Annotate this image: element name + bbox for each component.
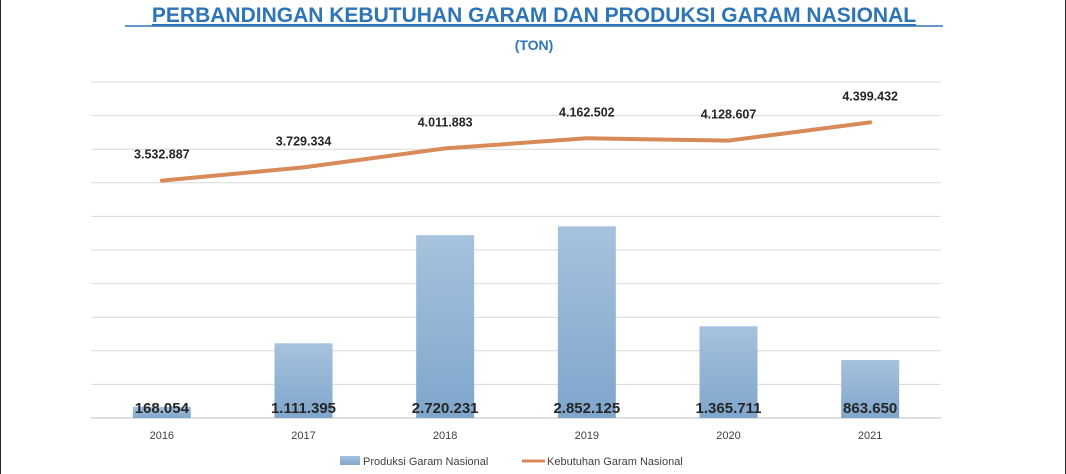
- x-tick-label: 2016: [150, 430, 174, 442]
- bar-2021: [841, 359, 900, 418]
- bar-2017: [274, 343, 333, 418]
- x-tick-label: 2021: [858, 430, 882, 442]
- line-kebutuhan: [159, 120, 873, 183]
- x-tick-label: 2019: [575, 430, 599, 442]
- legend-label-produksi: Produksi Garam Nasional: [363, 456, 488, 468]
- bar-data-label: 1.365.711: [696, 400, 762, 417]
- x-tick-label: 2018: [433, 430, 457, 442]
- bar-data-label: 863.650: [843, 400, 897, 417]
- bar-data-label: 168.054: [135, 400, 190, 417]
- line-data-label: 3.729.334: [276, 134, 332, 148]
- legend: Produksi Garam Nasional Kebutuhan Garam …: [340, 456, 683, 468]
- gridlines: [91, 81, 941, 419]
- bar-data-label: 2.852.125: [553, 400, 620, 417]
- line-data-label: 4.128.607: [701, 108, 757, 122]
- bar-data-label: 1.111.395: [271, 400, 336, 417]
- bar-series: [132, 226, 900, 418]
- bar-2016: [132, 406, 191, 418]
- bar-data-label: 2.720.231: [412, 400, 479, 417]
- legend-label-kebutuhan: Kebutuhan Garam Nasional: [547, 456, 683, 468]
- line-data-label: 4.011.883: [418, 115, 473, 129]
- line-series: [159, 120, 873, 183]
- chart-title: PERBANDINGAN KEBUTUHAN GARAM DAN PRODUKS…: [152, 4, 916, 27]
- x-tick-label: 2020: [716, 430, 740, 442]
- data-labels: 168.054 1.111.395 2.720.231 2.852.125 1.365.…: [134, 89, 898, 417]
- line-data-label: 3.532.887: [134, 148, 190, 162]
- chart-subtitle: (TON): [515, 37, 554, 53]
- bar-2019: [557, 226, 616, 418]
- line-data-label: 4.399.432: [842, 89, 898, 103]
- x-tick-label: 2017: [291, 430, 315, 442]
- line-data-label: 4.162.502: [559, 105, 615, 119]
- legend-swatch-produksi: [340, 456, 360, 465]
- bar-2018: [416, 235, 475, 418]
- x-axis: 2016 2017 2018 2019 2020 2021: [150, 430, 883, 442]
- bar-2020: [699, 326, 758, 418]
